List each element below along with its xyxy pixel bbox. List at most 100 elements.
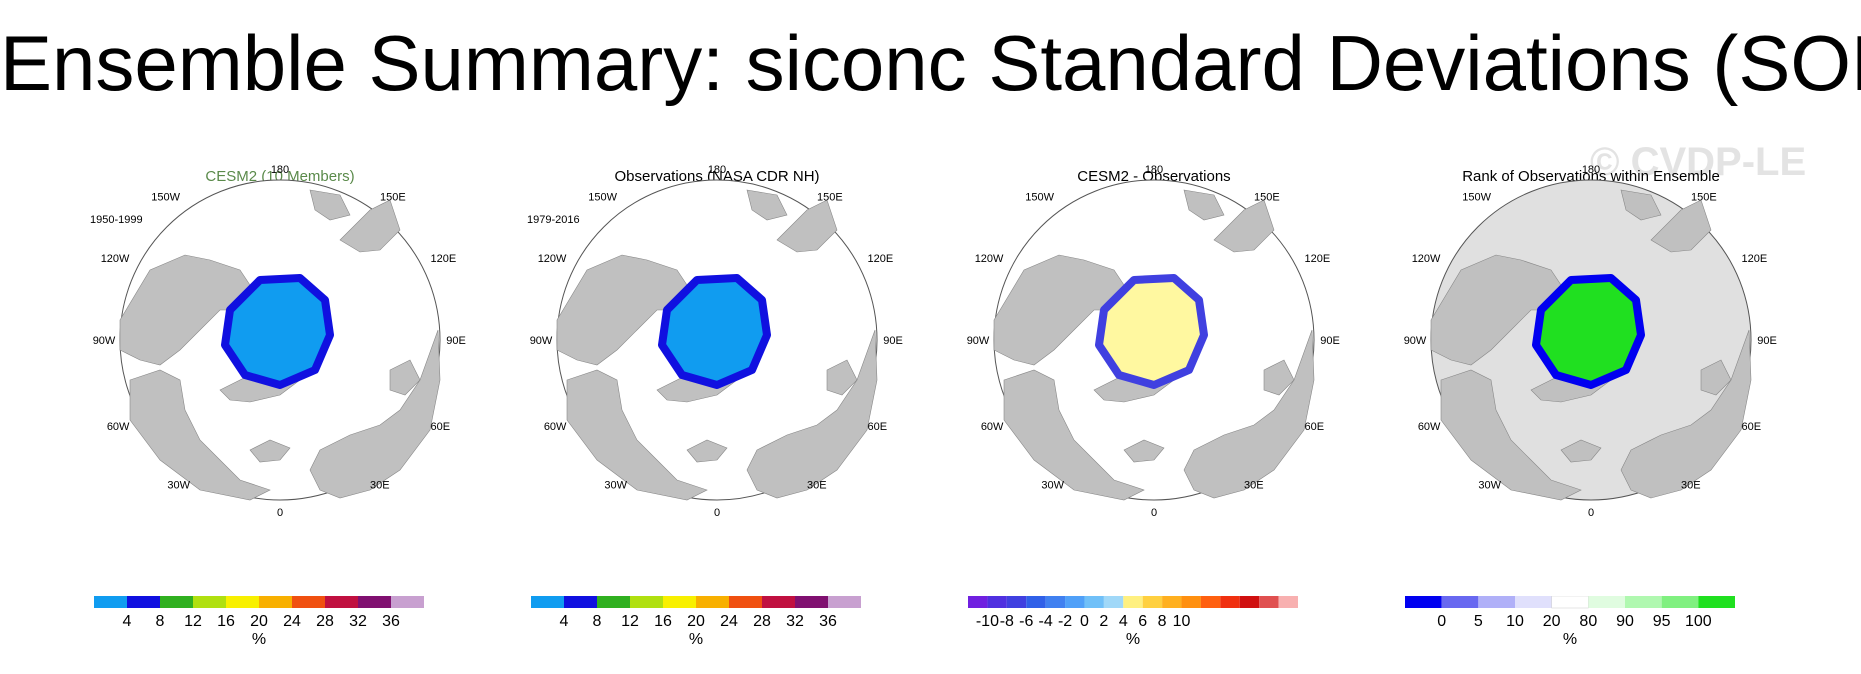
land-mass <box>1700 359 1732 396</box>
colorbar-swatch <box>1551 596 1589 609</box>
land-mass <box>309 189 351 221</box>
lon-label-ne2: 120E <box>1305 253 1331 265</box>
polar-map: 180 0 90E 90W 150E 150W 120E 120W 60E 60W 30E 30W <box>93 164 466 519</box>
colorbar-tick: 32 <box>786 613 804 630</box>
panel-title: Rank of Observations within Ensemble <box>1462 168 1720 185</box>
colorbar-swatch <box>1698 596 1735 608</box>
period-label: 1950-1999 <box>90 214 143 226</box>
lon-label-nw1: 150W <box>588 191 617 203</box>
lon-label-nw2: 120W <box>975 253 1004 265</box>
colorbar-swatch <box>226 596 259 608</box>
lon-label-se1: 60E <box>431 421 451 433</box>
colorbar-tick: 10 <box>1506 613 1524 630</box>
colorbar-swatch <box>987 596 1007 608</box>
lon-label-w: 90W <box>530 335 553 347</box>
colorbar-swatch <box>531 596 564 608</box>
lon-label-s: 0 <box>1151 507 1157 519</box>
land-group <box>1430 189 1752 501</box>
colorbar-swatch <box>391 596 424 608</box>
lon-label-sw1: 60W <box>1418 421 1441 433</box>
land-mass <box>1560 439 1602 463</box>
land-mass <box>746 329 878 499</box>
colorbar-tick: 20 <box>687 613 705 630</box>
colorbar-swatch <box>1200 596 1221 608</box>
lon-label-ne1: 150E <box>817 191 843 203</box>
panel-title: CESM2 (10 Members) <box>205 168 355 185</box>
colorbar-tick: -4 <box>1039 613 1053 630</box>
panel-difference: CESM2 - Observations 180 0 90E 90W 150E 150W 1… <box>934 160 1374 660</box>
panel-title: Observations (NASA CDR NH) <box>614 168 820 185</box>
lon-label-nw1: 150W <box>1025 191 1054 203</box>
colorbar-swatch <box>1278 596 1298 608</box>
colorbar-swatch <box>1065 596 1085 608</box>
land-mass <box>129 369 271 501</box>
lon-label-sw1: 60W <box>107 421 130 433</box>
lon-label-se2: 30E <box>807 480 827 492</box>
lon-label-s: 0 <box>1588 507 1594 519</box>
land-mass <box>566 369 708 501</box>
colorbar-tick: 8 <box>156 613 165 630</box>
colorbar-swatch <box>1441 596 1479 608</box>
land-mass <box>1123 439 1165 463</box>
colorbar-tick: 8 <box>593 613 602 630</box>
colorbar-tick: -8 <box>1000 613 1014 630</box>
land-mass <box>339 199 401 253</box>
colorbar-swatch <box>1084 596 1104 608</box>
colorbar-tick: 4 <box>1119 613 1128 630</box>
colorbar-swatch <box>1045 596 1066 608</box>
land-mass <box>1440 369 1582 501</box>
colorbar-tick: 20 <box>250 613 268 630</box>
page-title: Ensemble Summary: siconc Standard Deviat… <box>0 19 1861 107</box>
sea-ice-field <box>1095 274 1208 389</box>
lon-label-ne2: 120E <box>868 253 894 265</box>
sea-ice-field <box>1532 274 1645 389</box>
sea-ice-field <box>658 274 771 389</box>
colorbar-swatch <box>160 596 193 608</box>
lon-label-se1: 60E <box>1742 421 1762 433</box>
colorbar-swatch <box>968 596 988 608</box>
lon-label-e: 90E <box>1757 335 1777 347</box>
colorbar-unit: % <box>1126 631 1140 648</box>
polar-map: 180 0 90E 90W 150E 150W 120E 120W 60E 60W 30E 30W <box>530 164 903 519</box>
colorbar-tick: 2 <box>1099 613 1108 630</box>
colorbar-tick: 95 <box>1653 613 1671 630</box>
colorbar-tick: 36 <box>819 613 837 630</box>
colorbar-unit: % <box>1563 631 1577 648</box>
lon-label-s: 0 <box>714 507 720 519</box>
colorbar-tick: 16 <box>217 613 235 630</box>
colorbar-tick: 4 <box>123 613 132 630</box>
lon-label-n: 180 <box>1582 164 1600 176</box>
colorbar-tick: 20 <box>1543 613 1561 630</box>
lon-label-nw2: 120W <box>101 253 130 265</box>
colorbar-swatch <box>127 596 160 608</box>
land-mass <box>309 329 441 499</box>
colorbar-tick: 16 <box>654 613 672 630</box>
colorbar-swatch <box>1478 596 1515 608</box>
colorbar-tick: 24 <box>283 613 301 630</box>
panel-observations: Observations (NASA CDR NH) 1979-2016 180… <box>497 160 937 660</box>
colorbar-unit: % <box>689 631 703 648</box>
land-mass <box>686 439 728 463</box>
colorbar-tick: -2 <box>1058 613 1072 630</box>
colorbar-tick: -6 <box>1019 613 1033 630</box>
lon-label-s: 0 <box>277 507 283 519</box>
colorbar: 0 5 10 20 80 90 95 100% <box>1405 596 1735 648</box>
colorbar-swatch <box>1162 596 1182 608</box>
colorbar-swatch <box>663 596 696 608</box>
colorbar: -10 -8 -6 -4 -2 0 2 4 6 8 10% <box>968 596 1298 648</box>
lon-label-se1: 60E <box>868 421 888 433</box>
lon-label-e: 90E <box>1320 335 1340 347</box>
colorbar: 4 8 12 16 20 24 28 32 36% <box>94 596 424 648</box>
land-mass <box>1620 189 1662 221</box>
lon-label-sw2: 30W <box>604 480 627 492</box>
lon-label-nw2: 120W <box>538 253 567 265</box>
land-mass <box>1183 189 1225 221</box>
land-mass <box>1183 329 1315 499</box>
lon-label-e: 90E <box>446 335 466 347</box>
lon-label-n: 180 <box>271 164 289 176</box>
lon-label-w: 90W <box>967 335 990 347</box>
colorbar-tick: 24 <box>720 613 738 630</box>
colorbar-swatch <box>564 596 597 608</box>
colorbar-tick: 12 <box>184 613 202 630</box>
lon-label-se2: 30E <box>1244 480 1264 492</box>
